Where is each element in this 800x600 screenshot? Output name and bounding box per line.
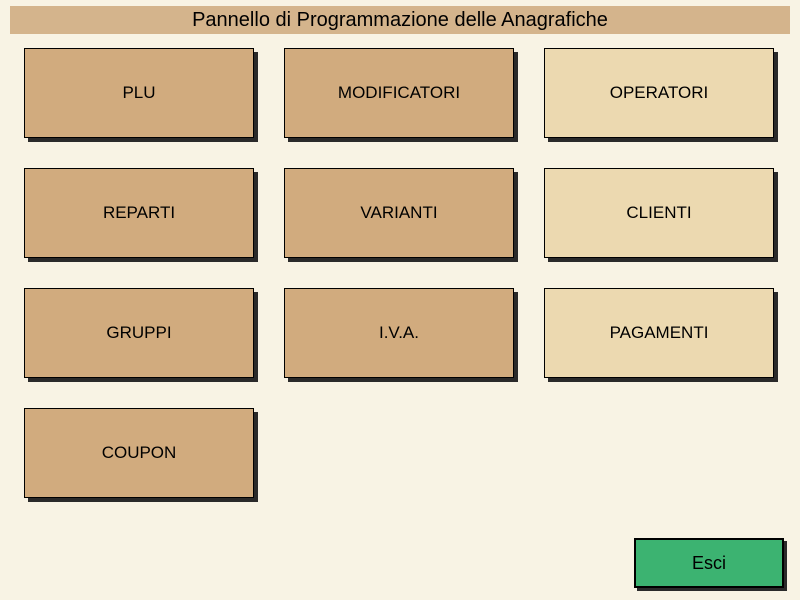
tile-label: MODIFICATORI: [338, 83, 460, 103]
tile-clienti[interactable]: CLIENTI: [544, 168, 774, 258]
tile-label: GRUPPI: [106, 323, 171, 343]
tile-label: I.V.A.: [379, 323, 419, 343]
tile-label: PAGAMENTI: [610, 323, 709, 343]
tile-label: PLU: [122, 83, 155, 103]
tile-modificatori[interactable]: MODIFICATORI: [284, 48, 514, 138]
exit-label: Esci: [692, 553, 726, 574]
tile-iva[interactable]: I.V.A.: [284, 288, 514, 378]
tile-plu[interactable]: PLU: [24, 48, 254, 138]
tile-label: VARIANTI: [360, 203, 437, 223]
tile-label: COUPON: [102, 443, 177, 463]
title-bar: Pannello di Programmazione delle Anagraf…: [10, 6, 790, 34]
tile-label: REPARTI: [103, 203, 175, 223]
page-title: Pannello di Programmazione delle Anagraf…: [192, 9, 608, 32]
tile-operatori[interactable]: OPERATORI: [544, 48, 774, 138]
tile-varianti[interactable]: VARIANTI: [284, 168, 514, 258]
tile-pagamenti[interactable]: PAGAMENTI: [544, 288, 774, 378]
tile-label: CLIENTI: [626, 203, 691, 223]
tile-label: OPERATORI: [610, 83, 709, 103]
tile-gruppi[interactable]: GRUPPI: [24, 288, 254, 378]
exit-button[interactable]: Esci: [634, 538, 784, 588]
tile-grid: PLU MODIFICATORI OPERATORI REPARTI VARIA…: [24, 48, 776, 498]
tile-coupon[interactable]: COUPON: [24, 408, 254, 498]
tile-reparti[interactable]: REPARTI: [24, 168, 254, 258]
